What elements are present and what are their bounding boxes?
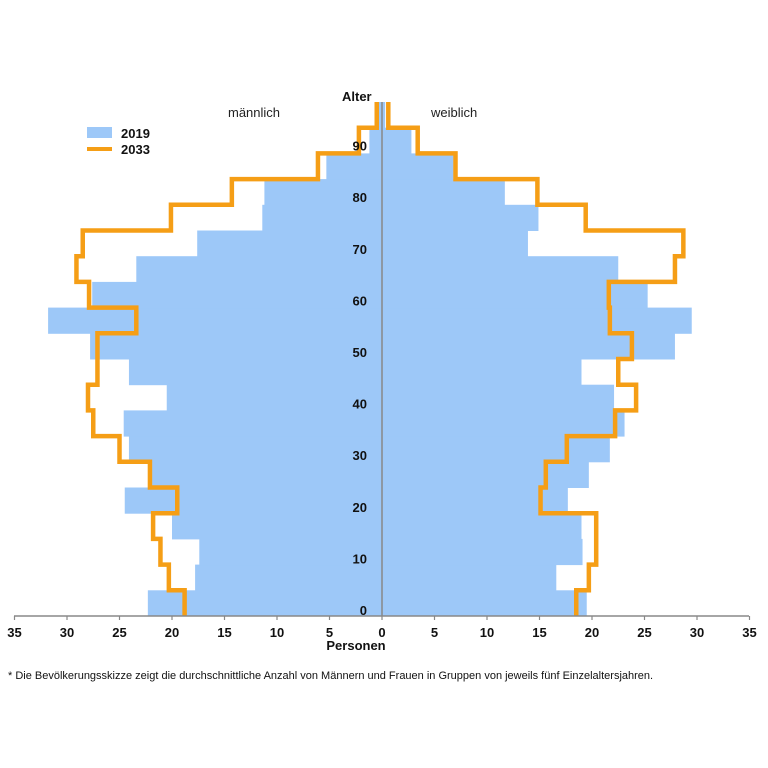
bar-male-0-4 (147, 590, 382, 617)
x-tick-label: 35 (7, 625, 21, 640)
footnote: * Die Bevölkerungsskizze zeigt die durch… (8, 670, 654, 682)
bar-male-65-69 (136, 256, 382, 283)
x-tick-label: 30 (690, 625, 704, 640)
bar-female-20-24 (382, 487, 568, 514)
y-tick-label: 20 (353, 500, 367, 515)
bars-2019 (48, 102, 692, 617)
bar-female-45-49 (382, 359, 582, 386)
x-tick-label: 0 (378, 625, 385, 640)
bar-male-50-54 (90, 333, 382, 360)
y-tick-label: 70 (353, 242, 367, 257)
bar-female-60-64 (382, 281, 648, 309)
bar-female-15-19 (382, 513, 582, 540)
lines-2033 (74, 102, 686, 616)
bar-female-30-34 (382, 436, 610, 463)
x-axis-label: Personen (326, 638, 385, 653)
bar-male-5-9 (195, 564, 382, 591)
y-tick-label: 0 (360, 603, 367, 618)
x-tick-label: 30 (60, 625, 74, 640)
bar-female-75-79 (382, 204, 539, 231)
bar-male-35-39 (123, 410, 382, 437)
x-axis-ticks: 35 30 25 20 15 10 5 0 5 10 15 20 25 30 35 (7, 616, 757, 640)
bar-male-70-74 (197, 230, 382, 257)
bar-male-90-94 (369, 127, 382, 154)
x-tick-label: 5 (326, 625, 333, 640)
bar-female-35-39 (382, 410, 625, 437)
line-2033-male (74, 102, 379, 616)
y-tick-label: 80 (353, 190, 367, 205)
bar-male-25-29 (152, 461, 382, 488)
bar-female-25-29 (382, 461, 589, 488)
bar-male-15-19 (172, 513, 382, 540)
bar-female-0-4 (382, 590, 587, 617)
y-axis-ticks: 0 10 20 30 40 50 60 70 80 90 (353, 139, 367, 618)
bar-female-70-74 (382, 230, 528, 257)
bar-female-80-84 (382, 179, 505, 206)
bar-female-55-59 (382, 307, 692, 334)
legend: 2019 2033 (87, 126, 150, 157)
y-tick-label: 60 (353, 293, 367, 308)
bar-female-95+ (382, 102, 386, 129)
x-tick-label: 20 (585, 625, 599, 640)
x-tick-label: 25 (637, 625, 651, 640)
y-tick-label: 10 (353, 551, 367, 566)
x-tick-label: 25 (112, 625, 126, 640)
bar-female-85-89 (382, 153, 454, 180)
line-2033-female (386, 102, 686, 616)
x-tick-label: 35 (742, 625, 756, 640)
bar-female-5-9 (382, 564, 557, 591)
x-tick-label: 20 (165, 625, 179, 640)
bar-female-40-44 (382, 384, 615, 411)
x-tick-label: 15 (532, 625, 546, 640)
y-axis-title: Alter (342, 89, 372, 104)
bar-female-10-14 (382, 538, 583, 566)
bar-male-40-44 (166, 384, 382, 411)
bar-male-45-49 (128, 359, 382, 386)
female-label: weiblich (430, 105, 477, 120)
x-tick-label: 10 (270, 625, 284, 640)
legend-swatch-2019 (87, 127, 112, 138)
bar-female-50-54 (382, 333, 675, 360)
bar-male-10-14 (199, 538, 382, 566)
legend-label-2019: 2019 (121, 126, 150, 141)
bar-male-75-79 (262, 204, 382, 231)
bar-male-95+ (378, 102, 382, 129)
bar-male-60-64 (92, 281, 382, 309)
bar-male-85-89 (326, 153, 382, 180)
bar-male-20-24 (124, 487, 382, 514)
y-tick-label: 40 (353, 397, 367, 412)
bar-male-80-84 (264, 179, 382, 206)
x-tick-label: 10 (480, 625, 494, 640)
y-tick-label: 90 (353, 139, 367, 154)
bar-male-55-59 (48, 307, 382, 334)
y-tick-label: 30 (353, 448, 367, 463)
x-tick-label: 15 (217, 625, 231, 640)
x-tick-label: 5 (431, 625, 438, 640)
male-label: männlich (228, 105, 280, 120)
legend-label-2033: 2033 (121, 142, 150, 157)
bar-female-65-69 (382, 256, 619, 283)
bar-male-30-34 (128, 436, 382, 463)
bar-female-90-94 (382, 127, 412, 154)
y-tick-label: 50 (353, 345, 367, 360)
